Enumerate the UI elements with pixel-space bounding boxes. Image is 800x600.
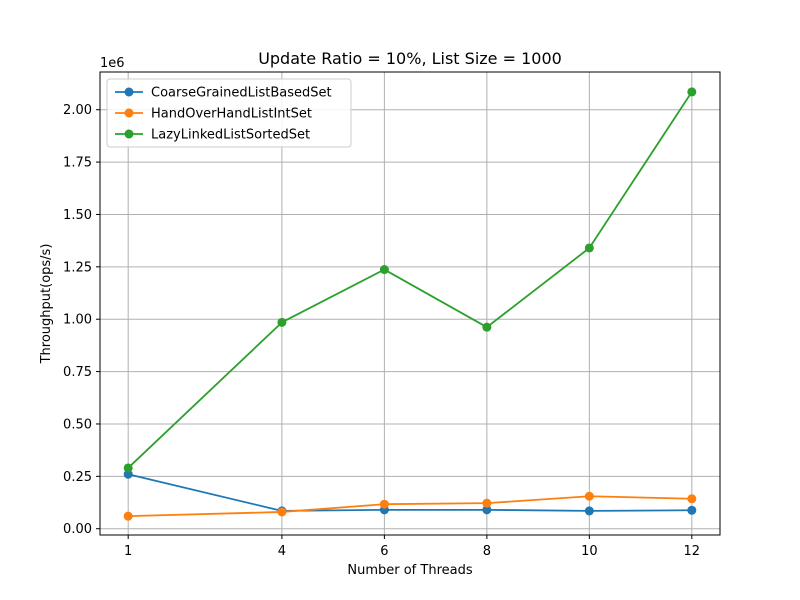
y-tick-label: 0.00 [63, 522, 92, 537]
data-point [277, 507, 287, 517]
data-point [687, 87, 697, 97]
legend-marker [124, 108, 134, 118]
data-point [687, 494, 697, 504]
y-axis: 0.00 0.25 0.50 0.75 1.00 1.25 1.50 1.75 2.00 [63, 103, 100, 537]
legend-label: LazyLinkedListSortedSet [151, 128, 310, 143]
data-point [379, 265, 389, 275]
y-tick-label: 0.25 [63, 470, 92, 485]
series-line [128, 495, 692, 518]
y-axis-title: Throughput(ops/s) [39, 244, 54, 365]
x-axis-title: Number of Threads [347, 563, 472, 578]
grid [100, 72, 720, 535]
y-tick-label: 1.00 [63, 313, 92, 328]
data-point [379, 499, 389, 509]
y-tick-label: 1.75 [63, 156, 92, 171]
plot-frame [99, 71, 721, 536]
data-point [687, 505, 697, 515]
legend-item: CoarseGrainedListBasedSet [115, 86, 332, 101]
x-tick-label: 10 [581, 544, 598, 559]
series-LazyLinkedListSortedSet [123, 87, 697, 473]
x-tick-label: 12 [684, 544, 701, 559]
series-HandOverHandListIntSet [123, 491, 697, 521]
x-axis: 1 4 6 8 10 12 [124, 535, 700, 559]
y-tick-label: 1.25 [63, 260, 92, 275]
x-tick-label: 6 [380, 544, 388, 559]
legend-item: LazyLinkedListSortedSet [115, 128, 310, 143]
y-tick-label: 0.75 [63, 365, 92, 380]
data-point [584, 506, 594, 516]
legend-label: HandOverHandListIntSet [151, 107, 312, 122]
x-tick-label: 4 [278, 544, 286, 559]
data-point [123, 511, 133, 521]
data-point [482, 322, 492, 332]
chart-title: Update Ratio = 10%, List Size = 1000 [258, 49, 562, 68]
data-point [584, 243, 594, 253]
x-tick-label: 1 [124, 544, 132, 559]
x-tick-label: 8 [483, 544, 491, 559]
series-layer [123, 87, 697, 521]
data-point [584, 491, 594, 501]
legend-label: CoarseGrainedListBasedSet [151, 86, 332, 101]
legend-box [106, 78, 352, 148]
series-line [127, 473, 692, 512]
y-tick-label: 0.50 [63, 417, 92, 432]
y-tick-label: 1.50 [63, 208, 92, 223]
data-point [123, 463, 133, 473]
y-offset-label: 1e6 [100, 56, 125, 71]
series-line [127, 91, 693, 469]
data-point [277, 317, 287, 327]
y-tick-label: 2.00 [63, 103, 92, 118]
legend-marker [124, 129, 134, 139]
data-point [482, 498, 492, 508]
legend-marker [124, 87, 134, 97]
data-point [482, 505, 492, 515]
data-point [123, 469, 133, 479]
legend: CoarseGrainedListBasedSet HandOverHandLis… [106, 78, 352, 148]
legend-item: HandOverHandListIntSet [115, 107, 312, 122]
